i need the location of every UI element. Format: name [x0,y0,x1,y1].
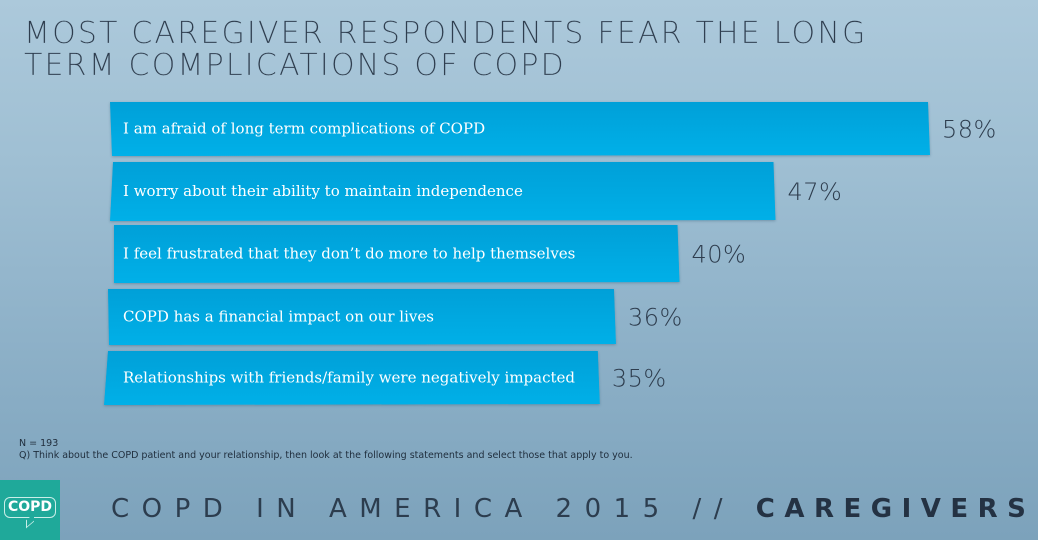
bar-value-label: 47% [787,178,842,206]
chart-notes: N = 193 Q) Think about the COPD patient … [19,438,633,462]
bar-category-label: I worry about their ability to maintain … [123,182,523,200]
survey-question-note: Q) Think about the COPD patient and your… [19,450,633,461]
footer-series-title: COPD IN AMERICA 2015 // [111,494,736,524]
speech-bubble-icon: COPD [3,496,57,518]
bar-value-label: 58% [942,116,997,144]
bar-value-label: 35% [612,365,667,393]
bar-chart: I am afraid of long term complications o… [104,102,997,405]
logo-text: COPD [7,498,53,515]
footer-section-title: CAREGIVERS [755,494,1036,524]
copd-logo: COPD [0,480,60,540]
bar-5 [104,351,600,405]
sample-size-note: N = 193 [19,438,59,449]
chart-title-line-2: TERM COMPLICATIONS OF COPD [24,48,566,83]
bar-2 [110,162,776,221]
bar-3 [114,225,680,283]
bar-category-label: I am afraid of long term complications o… [123,120,485,138]
bars-layer: I am afraid of long term complications o… [104,102,997,405]
bar-value-label: 36% [628,304,683,332]
footer-banner: COPD IN AMERICA 2015 // CAREGIVERS [111,494,1035,524]
bar-4 [108,289,616,345]
chart-title-line-1: MOST CAREGIVER RESPONDENTS FEAR THE LONG [24,16,868,51]
bar-value-label: 40% [692,241,747,269]
bar-category-label: Relationships with friends/family were n… [123,369,575,387]
bar-1 [110,102,930,156]
bar-category-label: COPD has a financial impact on our lives [123,308,434,326]
chart-title: MOST CAREGIVER RESPONDENTS FEAR THE LONG… [24,16,924,83]
bar-category-label: I feel frustrated that they don’t do mor… [123,245,575,263]
